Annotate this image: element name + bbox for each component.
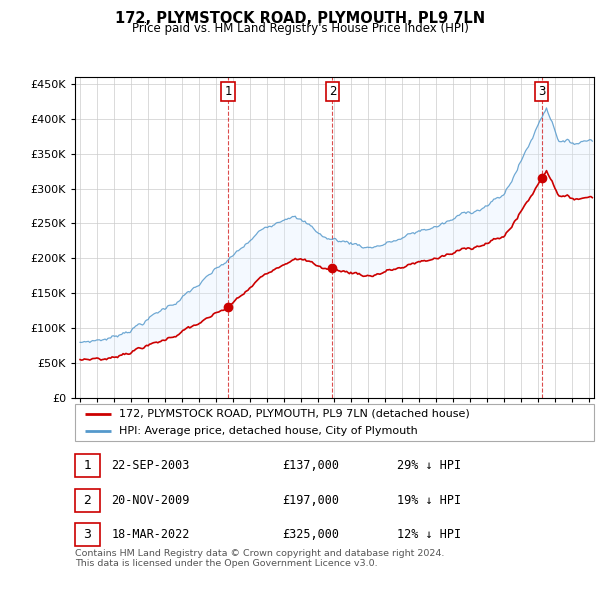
- Text: 2: 2: [329, 85, 336, 98]
- FancyBboxPatch shape: [75, 454, 100, 477]
- Text: Price paid vs. HM Land Registry's House Price Index (HPI): Price paid vs. HM Land Registry's House …: [131, 22, 469, 35]
- Text: 22-SEP-2003: 22-SEP-2003: [112, 459, 190, 472]
- Text: 1: 1: [224, 85, 232, 98]
- Text: 1: 1: [83, 459, 91, 472]
- Text: 19% ↓ HPI: 19% ↓ HPI: [397, 494, 461, 507]
- Text: This data is licensed under the Open Government Licence v3.0.: This data is licensed under the Open Gov…: [75, 559, 377, 568]
- Text: 29% ↓ HPI: 29% ↓ HPI: [397, 459, 461, 472]
- Text: 3: 3: [83, 529, 91, 542]
- FancyBboxPatch shape: [75, 523, 100, 546]
- Text: 3: 3: [538, 85, 545, 98]
- Text: Contains HM Land Registry data © Crown copyright and database right 2024.: Contains HM Land Registry data © Crown c…: [75, 549, 445, 558]
- FancyBboxPatch shape: [75, 489, 100, 512]
- Text: 2: 2: [83, 494, 91, 507]
- Text: £197,000: £197,000: [283, 494, 340, 507]
- Text: 18-MAR-2022: 18-MAR-2022: [112, 529, 190, 542]
- Text: HPI: Average price, detached house, City of Plymouth: HPI: Average price, detached house, City…: [119, 426, 418, 435]
- Text: £325,000: £325,000: [283, 529, 340, 542]
- Text: 172, PLYMSTOCK ROAD, PLYMOUTH, PL9 7LN: 172, PLYMSTOCK ROAD, PLYMOUTH, PL9 7LN: [115, 11, 485, 25]
- Text: £137,000: £137,000: [283, 459, 340, 472]
- Text: 20-NOV-2009: 20-NOV-2009: [112, 494, 190, 507]
- Text: 12% ↓ HPI: 12% ↓ HPI: [397, 529, 461, 542]
- Text: 172, PLYMSTOCK ROAD, PLYMOUTH, PL9 7LN (detached house): 172, PLYMSTOCK ROAD, PLYMOUTH, PL9 7LN (…: [119, 409, 470, 418]
